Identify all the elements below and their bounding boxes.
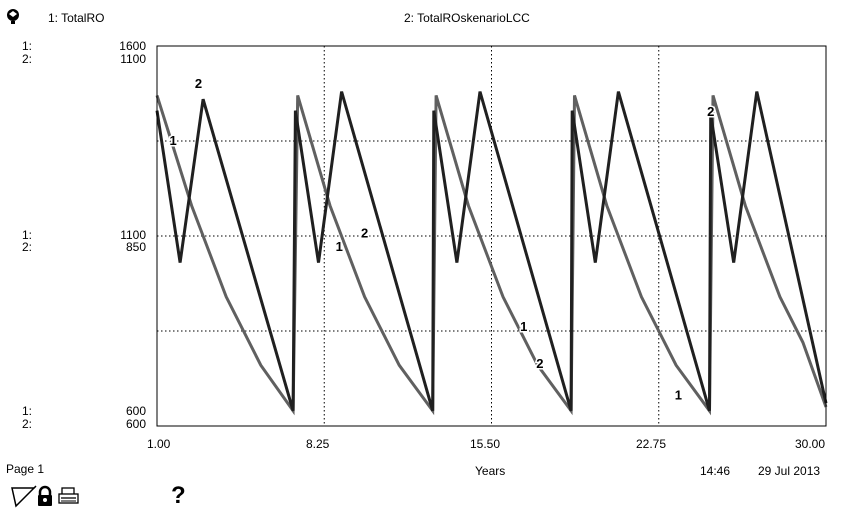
- help-button[interactable]: ?: [171, 482, 186, 509]
- x-tick-4: 30.00: [795, 437, 826, 451]
- y2-tick-top: 1100: [120, 52, 146, 66]
- print-icon[interactable]: [57, 486, 81, 508]
- axis-prefix-2-bottom: 2:: [22, 417, 33, 431]
- page-label: Page 1: [6, 462, 45, 476]
- y1-tick-bottom: 600: [125, 404, 146, 418]
- axis-prefix-1-mid: 1:: [22, 228, 33, 242]
- series-2-marker: 2: [536, 356, 543, 371]
- series-markers: 1 1 1 1 2 2 2 2: [168, 74, 716, 404]
- y1-tick-mid: 1100: [120, 228, 146, 242]
- timestamp-time: 14:46: [700, 464, 731, 478]
- series-2-marker: 2: [707, 104, 714, 119]
- x-tick-2: 15.50: [470, 437, 501, 451]
- series-2-marker: 2: [361, 226, 368, 241]
- series-2-line: [155, 91, 828, 412]
- axis-prefix-2-top: 2:: [22, 52, 33, 66]
- axis-prefix-1-bottom: 1:: [22, 404, 33, 418]
- legend-series-2: 2: TotalROskenarioLCC: [404, 11, 530, 25]
- y2-tick-mid: 850: [125, 240, 146, 254]
- plot-frame: [156, 45, 827, 427]
- series-1-indicator-icon[interactable]: [6, 8, 22, 26]
- series-1-marker: 1: [675, 387, 682, 402]
- grid: [157, 46, 826, 426]
- x-axis-label: Years: [475, 464, 506, 478]
- x-tick-3: 22.75: [636, 437, 667, 451]
- x-tick-1: 8.25: [306, 437, 330, 451]
- axis-prefix-2-mid: 2:: [22, 240, 33, 254]
- series-2-marker: 2: [195, 76, 202, 91]
- series-1-marker: 1: [169, 133, 176, 148]
- legend-series-1: 1: TotalRO: [48, 11, 105, 25]
- x-tick-0: 1.00: [147, 437, 171, 451]
- y2-tick-bottom: 600: [125, 417, 146, 431]
- series-1-marker: 1: [336, 239, 343, 254]
- pen-icon[interactable]: [10, 485, 38, 509]
- axis-prefix-1-top: 1:: [22, 39, 33, 53]
- series-1-marker: 1: [520, 319, 527, 334]
- timestamp-date: 29 Jul 2013: [758, 464, 821, 478]
- y1-tick-top: 1600: [119, 39, 146, 53]
- series-lines: [155, 91, 828, 416]
- lock-icon[interactable]: [36, 485, 54, 509]
